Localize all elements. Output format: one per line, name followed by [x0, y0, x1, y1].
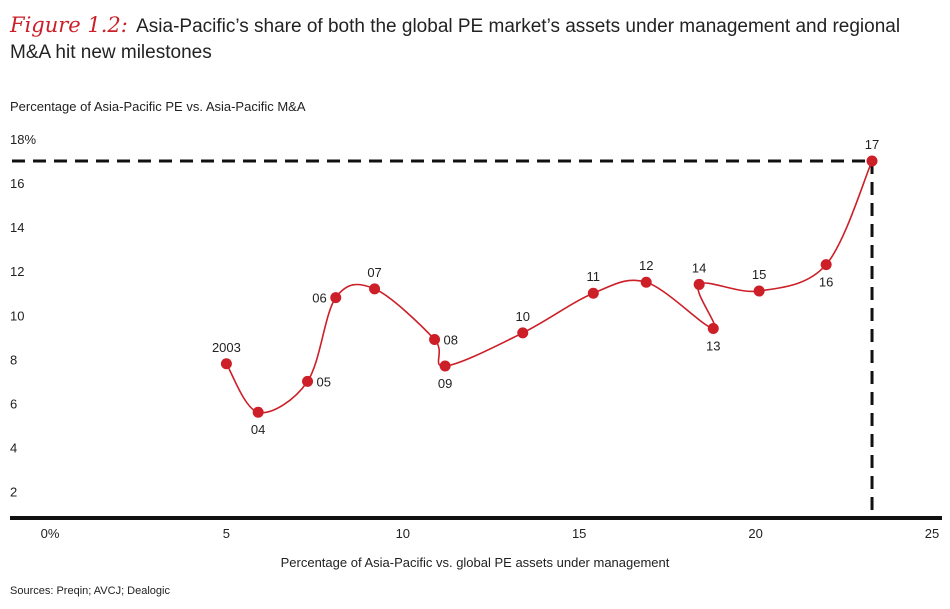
data-point	[220, 358, 232, 370]
data-point	[820, 259, 832, 271]
point-label: 13	[706, 339, 720, 354]
point-label: 08	[444, 333, 458, 348]
point-label: 07	[367, 265, 381, 280]
point-label: 14	[692, 260, 706, 275]
y-tick-label: 2	[10, 485, 17, 500]
point-label: 16	[819, 275, 833, 290]
y-tick-label: 12	[10, 264, 24, 279]
figure-label: Figure 1.2:	[10, 13, 128, 37]
data-point	[302, 375, 314, 387]
data-point	[429, 334, 441, 346]
data-point	[640, 276, 652, 288]
y-tick-label: 16	[10, 176, 24, 191]
point-label: 12	[639, 258, 653, 273]
figure-title-text: Asia-Pacific’s share of both the global …	[10, 16, 901, 63]
point-label: 09	[438, 376, 452, 391]
y-axis-label: Percentage of Asia-Pacific PE vs. Asia-P…	[10, 99, 306, 114]
point-label: 04	[251, 422, 265, 437]
data-point	[866, 155, 878, 167]
x-tick-label: 10	[396, 526, 410, 541]
data-point	[439, 360, 451, 372]
x-tick-label: 5	[223, 526, 230, 541]
point-label: 11	[587, 269, 601, 284]
y-tick-label: 18%	[10, 132, 36, 147]
point-label: 17	[865, 137, 879, 152]
y-tick-label: 8	[10, 352, 17, 367]
data-point	[369, 283, 381, 295]
source-note: Sources: Preqin; AVCJ; Dealogic	[10, 585, 170, 597]
chart-title: Figure 1.2: Asia-Pacific’s share of both…	[10, 12, 945, 66]
point-label: 05	[317, 374, 331, 389]
data-point	[707, 323, 719, 334]
point-label: 06	[312, 291, 326, 306]
data-point	[517, 327, 529, 339]
x-axis-label: Percentage of Asia-Pacific vs. global PE…	[280, 555, 670, 570]
y-tick-label: 14	[10, 220, 24, 235]
point-label: 15	[752, 267, 766, 282]
data-point	[252, 406, 264, 418]
data-point	[753, 285, 765, 297]
x-tick-label: 0%	[41, 526, 60, 541]
data-point	[693, 278, 705, 290]
series-line	[225, 160, 873, 414]
data-point	[587, 287, 599, 299]
y-tick-label: 10	[10, 308, 24, 323]
x-tick-label: 25	[925, 526, 939, 541]
y-tick-label: 6	[10, 396, 17, 411]
point-label: 10	[516, 309, 530, 324]
y-tick-label: 4	[10, 440, 17, 455]
x-tick-label: 15	[572, 526, 586, 541]
data-point	[330, 292, 342, 304]
point-label: 2003	[212, 340, 241, 355]
x-tick-label: 20	[748, 526, 762, 541]
